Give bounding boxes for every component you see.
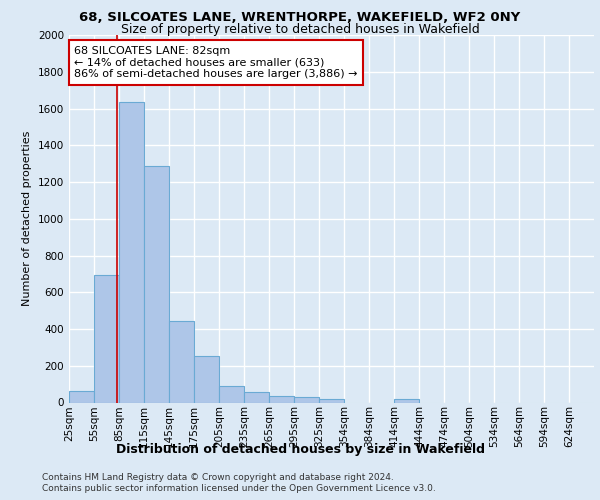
Bar: [269, 396, 293, 402]
Text: Contains public sector information licensed under the Open Government Licence v3: Contains public sector information licen…: [42, 484, 436, 493]
Bar: [394, 399, 419, 402]
Text: 68, SILCOATES LANE, WRENTHORPE, WAKEFIELD, WF2 0NY: 68, SILCOATES LANE, WRENTHORPE, WAKEFIEL…: [79, 11, 521, 24]
Y-axis label: Number of detached properties: Number of detached properties: [22, 131, 32, 306]
Bar: [145, 166, 169, 402]
Text: Distribution of detached houses by size in Wakefield: Distribution of detached houses by size …: [115, 442, 485, 456]
Text: Size of property relative to detached houses in Wakefield: Size of property relative to detached ho…: [121, 22, 479, 36]
Bar: [169, 320, 194, 402]
Bar: [119, 102, 143, 403]
Bar: [194, 356, 218, 403]
Bar: [244, 392, 269, 402]
Text: Contains HM Land Registry data © Crown copyright and database right 2024.: Contains HM Land Registry data © Crown c…: [42, 472, 394, 482]
Bar: [319, 399, 344, 402]
Bar: [70, 390, 94, 402]
Bar: [94, 275, 119, 402]
Bar: [220, 386, 244, 402]
Bar: [295, 398, 319, 402]
Text: 68 SILCOATES LANE: 82sqm
← 14% of detached houses are smaller (633)
86% of semi-: 68 SILCOATES LANE: 82sqm ← 14% of detach…: [74, 46, 358, 79]
